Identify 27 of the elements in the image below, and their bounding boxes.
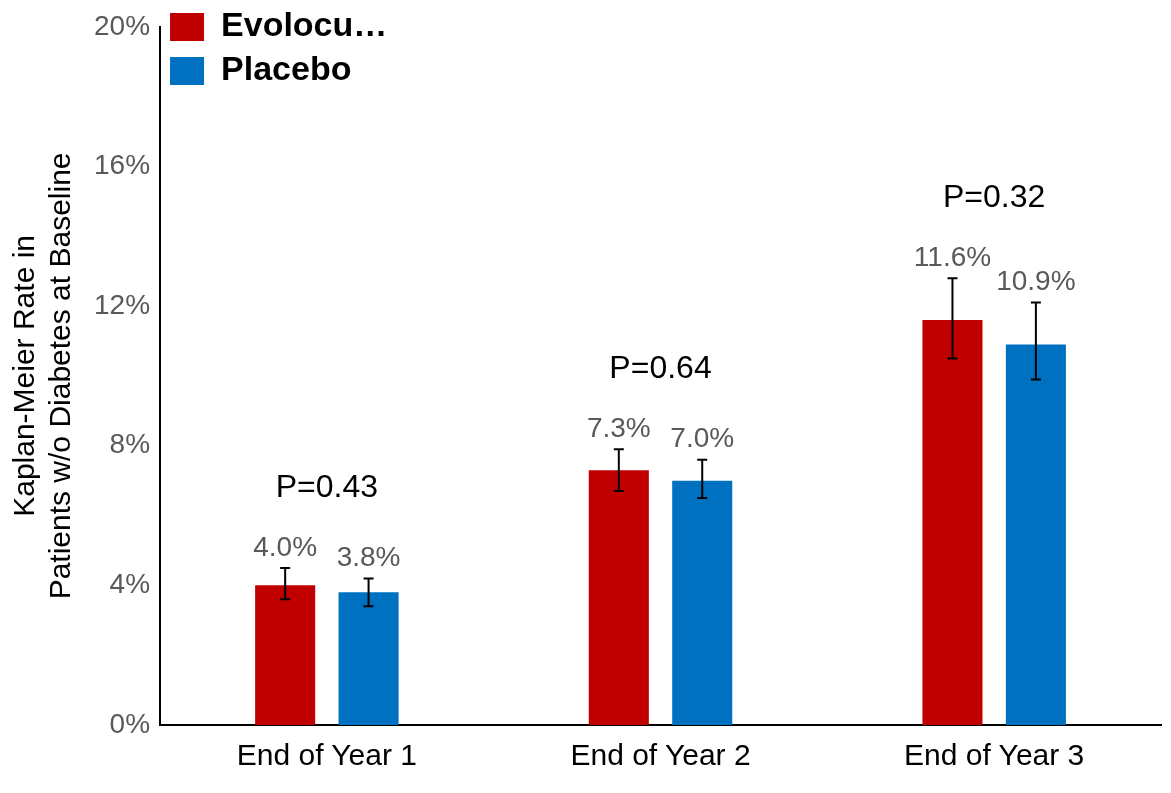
annotation: P=0.64 <box>609 349 712 386</box>
data-label: 3.8% <box>336 541 401 573</box>
data-label: 11.6% <box>913 240 992 272</box>
y-tick-label: 0% <box>109 707 151 739</box>
annotation: P=0.43 <box>275 467 379 504</box>
x-tick-label: End of Year 3 <box>904 738 1085 772</box>
data-label: 10.9% <box>996 265 1076 297</box>
y-tick-label: 20% <box>93 9 151 41</box>
x-tick-label: End of Year 2 <box>570 738 751 772</box>
bar <box>1005 344 1066 725</box>
data-label: 7.0% <box>670 422 735 454</box>
y-tick-label: 12% <box>93 288 151 320</box>
legend-label: Evolocu… <box>221 5 388 44</box>
y-tick-label: 4% <box>109 568 151 600</box>
bar <box>338 592 399 725</box>
data-label: 4.0% <box>253 530 318 562</box>
annotation: P=0.32 <box>943 177 1046 214</box>
y-axis-title: Kaplan-Meier Rate in Patients w/o Diabetes at Baseline <box>7 152 77 600</box>
data-label: 7.3% <box>586 411 651 443</box>
y-tick-label: 16% <box>93 149 151 181</box>
y-tick-label: 8% <box>109 428 151 460</box>
legend-label: Placebo <box>221 49 352 88</box>
x-tick-label: End of Year 1 <box>236 738 417 772</box>
bar <box>922 320 983 725</box>
bar <box>255 585 316 725</box>
bar <box>672 480 733 725</box>
bar <box>588 470 649 725</box>
